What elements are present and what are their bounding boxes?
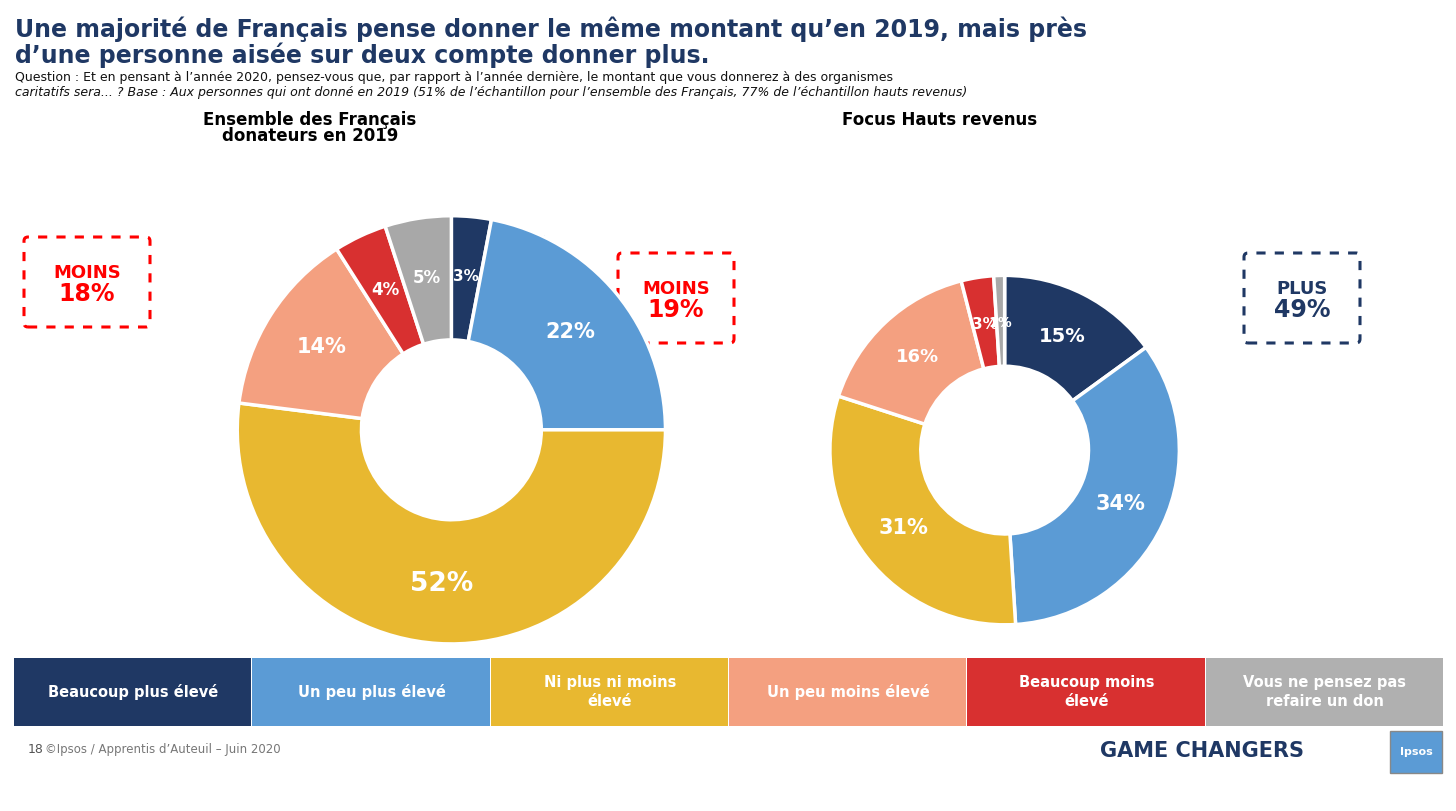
Text: 3%: 3% <box>971 316 997 332</box>
Text: PLUS: PLUS <box>463 264 514 282</box>
Bar <box>1206 658 1443 726</box>
Text: MOINS: MOINS <box>642 280 711 298</box>
Text: Vous ne pensez pas
refaire un don: Vous ne pensez pas refaire un don <box>1243 676 1406 709</box>
Text: caritatifs sera... ? Base : Aux personnes qui ont donné en 2019 (51% de l’échant: caritatifs sera... ? Base : Aux personne… <box>15 86 967 99</box>
Text: Focus Hauts revenus: Focus Hauts revenus <box>843 111 1038 129</box>
Text: Ipsos: Ipsos <box>1399 747 1433 757</box>
Text: GAME CHANGERS: GAME CHANGERS <box>1099 741 1305 761</box>
Text: 3%: 3% <box>453 269 479 284</box>
Text: 18: 18 <box>28 743 44 756</box>
Text: 31%: 31% <box>879 518 929 539</box>
Wedge shape <box>961 276 999 369</box>
Text: Un peu moins élevé: Un peu moins élevé <box>767 684 929 700</box>
Text: 16%: 16% <box>895 348 939 366</box>
Text: ©Ipsos / Apprentis d’Auteuil – Juin 2020: ©Ipsos / Apprentis d’Auteuil – Juin 2020 <box>45 743 281 756</box>
Text: PLUS: PLUS <box>1277 280 1328 298</box>
Bar <box>729 658 967 726</box>
Text: MOINS: MOINS <box>52 264 121 282</box>
FancyBboxPatch shape <box>23 237 150 327</box>
Text: 1%: 1% <box>989 315 1012 329</box>
Text: 19%: 19% <box>648 298 705 322</box>
Text: 5%: 5% <box>414 268 441 286</box>
Text: 15%: 15% <box>1040 327 1086 346</box>
FancyBboxPatch shape <box>617 253 734 343</box>
Wedge shape <box>839 281 984 424</box>
Text: 34%: 34% <box>1095 495 1144 514</box>
Wedge shape <box>830 396 1016 624</box>
Text: 14%: 14% <box>296 337 347 357</box>
Wedge shape <box>1005 276 1146 401</box>
Text: Une majorité de Français pense donner le même montant qu’en 2019, mais près: Une majorité de Français pense donner le… <box>15 16 1088 41</box>
Wedge shape <box>451 216 492 341</box>
Bar <box>1390 731 1441 773</box>
Text: 25%: 25% <box>460 282 517 306</box>
Text: Ni plus ni moins
élevé: Ni plus ni moins élevé <box>543 676 676 709</box>
Text: Ensemble des Français: Ensemble des Français <box>204 111 416 129</box>
Text: Beaucoup plus élevé: Beaucoup plus élevé <box>48 684 218 700</box>
Text: Beaucoup moins
élevé: Beaucoup moins élevé <box>1019 676 1155 709</box>
Text: donateurs en 2019: donateurs en 2019 <box>221 127 397 145</box>
Wedge shape <box>386 216 451 345</box>
Bar <box>491 658 728 726</box>
Text: 4%: 4% <box>371 281 400 299</box>
Text: 18%: 18% <box>58 282 115 306</box>
Wedge shape <box>469 220 665 430</box>
Wedge shape <box>1010 347 1179 624</box>
Wedge shape <box>239 249 403 418</box>
FancyBboxPatch shape <box>1243 253 1360 343</box>
Text: 52%: 52% <box>411 571 473 597</box>
Text: d’une personne aisée sur deux compte donner plus.: d’une personne aisée sur deux compte don… <box>15 43 709 68</box>
Text: 49%: 49% <box>1274 298 1331 322</box>
Text: 22%: 22% <box>545 322 596 341</box>
Wedge shape <box>336 226 424 354</box>
Text: Question : Et en pensant à l’année 2020, pensez-vous que, par rapport à l’année : Question : Et en pensant à l’année 2020,… <box>15 71 893 84</box>
Bar <box>15 658 252 726</box>
FancyBboxPatch shape <box>431 237 547 327</box>
Bar <box>252 658 489 726</box>
Bar <box>967 658 1204 726</box>
Wedge shape <box>237 403 665 644</box>
Wedge shape <box>993 276 1005 367</box>
Text: Un peu plus élevé: Un peu plus élevé <box>297 684 446 700</box>
